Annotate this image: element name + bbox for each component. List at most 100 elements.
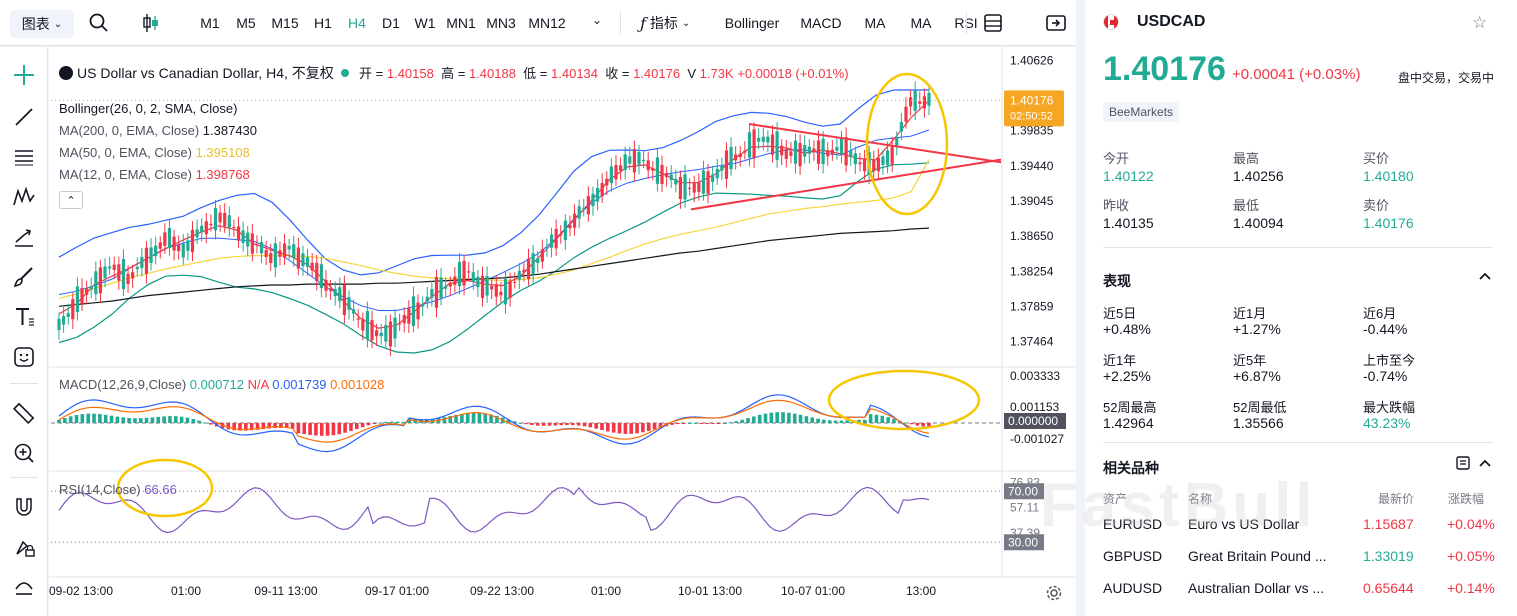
timeframe-mn12[interactable]: MN12	[528, 15, 566, 31]
macd-histogram-bar	[530, 423, 534, 426]
magnet-icon[interactable]	[10, 493, 38, 521]
chart-area[interactable]: 1.40626 1.39835 1.39440 1.39045 1.38650 1.382…	[49, 47, 1076, 616]
macd-histogram-bar	[606, 423, 610, 432]
indicator-shortcuts: Bollinger MACD MA MA RSI	[718, 0, 992, 46]
chart-settings-gear-icon[interactable]	[1045, 584, 1063, 602]
macd-legend[interactable]: MACD(12,26,9,Close) 0.000712 N/A 0.00173…	[59, 377, 384, 392]
candle-body	[494, 284, 498, 297]
symbol-name: USDCAD	[1137, 13, 1206, 30]
related-row[interactable]: GBPUSD Great Britain Pound ... 1.33019 +0.0…	[1103, 548, 1495, 572]
price-tick-label: 1.38254	[1010, 264, 1054, 278]
time-tick-label: 01:00	[171, 584, 201, 598]
candle-body	[752, 129, 756, 159]
indicator-shortcut-ma-3[interactable]: MA	[910, 15, 932, 31]
candle-body	[849, 150, 853, 158]
indicator-shortcut-bollinger-0[interactable]: Bollinger	[724, 15, 780, 31]
macd-histogram-bar	[284, 423, 289, 429]
macd-histogram-bar	[185, 417, 190, 423]
indicators-button[interactable]: ƒ 指标 ⌄	[640, 0, 690, 46]
ma12-line	[58, 100, 930, 329]
ma200-value: 1.387430	[202, 123, 258, 138]
candle-body	[563, 220, 567, 241]
stat-label-4: 最低	[1233, 198, 1260, 213]
related-header-0: 资产	[1103, 492, 1128, 506]
collapse-legend-button[interactable]: ⌃	[59, 191, 83, 209]
related-row[interactable]: EURUSD Euro vs US Dollar 1.15687 +0.04%	[1103, 516, 1495, 540]
ma12-legend[interactable]: MA(12, 0, EMA, Close) 1.398768	[59, 167, 250, 182]
rsi-legend[interactable]: RSI(14,Close) 66.66	[59, 482, 177, 497]
macd-signal-line	[58, 399, 930, 443]
broker-badge[interactable]: BeeMarkets	[1103, 102, 1180, 122]
performance-label-1: 近1月	[1233, 306, 1267, 321]
timeframe-w1[interactable]: W1	[414, 15, 436, 31]
candle-type-icon[interactable]	[140, 12, 162, 34]
timeframe-mn1[interactable]: MN1	[446, 15, 476, 31]
last-price: 1.40176	[1103, 50, 1226, 88]
ma200-line	[58, 227, 930, 307]
projection-icon[interactable]	[10, 223, 38, 251]
timeframe-mn3[interactable]: MN3	[486, 15, 516, 31]
crosshair-icon[interactable]	[10, 61, 38, 89]
related-row[interactable]: AUDUSD Australian Dollar vs ... 0.65644 +0.…	[1103, 580, 1495, 604]
macd-histogram-bar	[209, 423, 213, 425]
timeframe-m15[interactable]: M15	[271, 15, 299, 31]
macd-histogram-bar	[343, 423, 347, 433]
macd-histogram-bar	[460, 413, 464, 423]
emoji-icon[interactable]	[10, 343, 38, 371]
layout-icon[interactable]	[982, 12, 1004, 34]
ma50-legend[interactable]: MA(50, 0, EMA, Close) 1.395108	[59, 145, 250, 160]
trading-status: 盘中交易，交易中	[1398, 71, 1495, 85]
candle-body	[80, 288, 84, 304]
rsi-level-tag-bg	[1004, 483, 1044, 500]
ruler-icon[interactable]	[10, 399, 38, 427]
macd-histogram-bar	[267, 423, 272, 429]
macd-histogram-bar	[547, 423, 552, 426]
macd-histogram-bar	[68, 416, 73, 423]
macd-histogram-value: 0.000712	[189, 377, 245, 392]
candle-body	[582, 207, 586, 209]
trend-line-icon[interactable]	[10, 103, 38, 131]
eye-toggle-icon[interactable]	[10, 573, 38, 601]
price-chart[interactable]: 1.40626 1.39835 1.39440 1.39045 1.38650 1.382…	[49, 47, 1076, 616]
horizontal-lines-icon[interactable]	[10, 143, 38, 171]
timeframe-m1[interactable]: M1	[200, 15, 220, 31]
candle-body	[904, 106, 908, 122]
macd-histogram-bar	[880, 415, 885, 423]
timeframe-h1[interactable]: H1	[314, 15, 332, 31]
zoom-in-icon[interactable]	[10, 439, 38, 467]
collapse-performance-icon[interactable]	[1477, 268, 1493, 287]
timeframe-d1[interactable]: D1	[382, 15, 400, 31]
ma200-legend[interactable]: MA(200, 0, EMA, Close) 1.387430	[59, 123, 257, 138]
lock-drawings-icon[interactable]	[10, 533, 38, 561]
performance-value-8: 43.23%	[1363, 415, 1411, 431]
macd-histogram-bar	[862, 419, 867, 423]
macd-histogram-bar	[179, 416, 184, 423]
favorite-star-icon[interactable]: ☆	[1472, 13, 1488, 32]
candle-body	[167, 227, 172, 249]
annotation-circle-macd	[827, 369, 981, 431]
macd-histogram-bar	[524, 423, 528, 425]
bollinger-legend[interactable]: Bollinger(26, 0, 2, SMA, Close)	[59, 101, 237, 116]
candle-body	[715, 168, 719, 179]
ma50-value: 1.395108	[195, 145, 250, 160]
search-icon[interactable]	[88, 12, 110, 34]
indicator-shortcut-macd-1[interactable]: MACD	[800, 15, 842, 31]
collapse-related-icon[interactable]	[1477, 455, 1493, 474]
pattern-icon[interactable]	[10, 183, 38, 211]
macd-histogram-bar	[804, 416, 809, 423]
indicator-shortcut-ma-2[interactable]: MA	[864, 15, 886, 31]
related-list-icon[interactable]	[1455, 455, 1471, 474]
macd-histogram-bar	[868, 414, 873, 423]
candle-body	[572, 213, 577, 228]
candle-body	[310, 262, 314, 271]
chart-menu-button[interactable]: 图表 ⌄	[10, 10, 74, 38]
candle-body	[158, 242, 162, 249]
exit-fullscreen-icon[interactable]	[1045, 12, 1067, 34]
candle-body	[434, 277, 439, 308]
text-tool-icon[interactable]	[10, 303, 38, 331]
timeframe-more-chevron-icon[interactable]: ⌄	[592, 13, 603, 27]
timeframe-h4[interactable]: H4	[348, 15, 366, 31]
brush-icon[interactable]	[10, 263, 38, 291]
macd-histogram-bar	[734, 421, 739, 423]
timeframe-m5[interactable]: M5	[236, 15, 256, 31]
